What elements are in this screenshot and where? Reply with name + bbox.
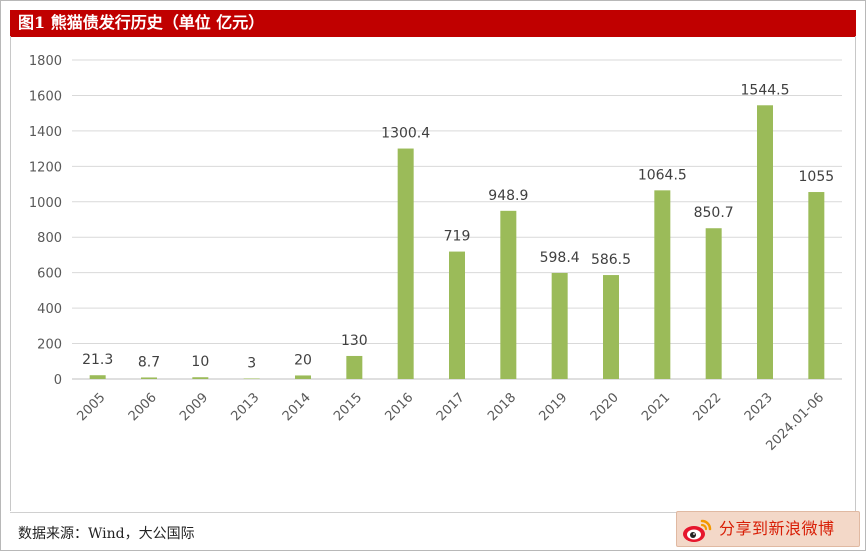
data-label: 598.4 [540,250,580,266]
x-tick-label: 2015 [331,390,365,424]
y-tick-label: 600 [37,267,62,282]
x-tick-label: 2014 [280,390,314,424]
bar [243,378,260,379]
y-tick-label: 0 [54,373,62,388]
x-tick-label: 2009 [177,390,211,424]
data-labels: 21.3 8.7 10 3 20 130 1300.4 719 948.9 598.4 586.5 1… [82,82,834,371]
y-tick-label: 800 [37,231,62,246]
data-label: 1300.4 [381,126,430,142]
data-label: 130 [341,333,368,349]
bar [551,272,568,379]
x-tick-label: 2018 [485,390,519,424]
data-label: 948.9 [488,188,528,204]
bars [89,105,825,380]
x-tick-label: 2020 [588,390,622,424]
x-tick-label: 2021 [639,390,673,424]
bar [603,275,619,379]
data-label: 3 [247,355,256,371]
x-axis-labels: 2005 2006 2009 2013 2014 2015 2016 2017 2018 2019… [74,390,827,454]
y-tick-label: 1000 [29,196,62,211]
x-tick-label: 2023 [742,390,776,424]
bar [449,251,465,379]
left-border [10,36,11,511]
x-tick-label: 2016 [382,390,416,424]
bar [141,377,157,379]
bar-chart: 0 200 400 600 800 1000 1200 1400 1600 1800 21.3 8.… [29,54,842,454]
bar [705,228,722,379]
chart-title-text: 图1 熊猫债发行历史（单位 亿元） [18,13,265,32]
weibo-share-button[interactable]: 分享到新浪微博 [676,511,860,547]
data-label: 719 [444,229,471,245]
bar [654,190,671,379]
chart-title: 图1 熊猫债发行历史（单位 亿元） [10,10,856,36]
right-border [855,36,856,511]
y-tick-label: 1400 [29,125,62,140]
data-label: 10 [191,354,209,370]
title-underline [10,36,856,37]
y-axis-ticks: 0 200 400 600 800 1000 1200 1400 1600 1800 [29,54,62,388]
x-tick-label: 2013 [228,390,262,424]
bar [192,377,209,379]
data-label: 1064.5 [638,167,687,183]
x-tick-label: 2019 [536,390,570,424]
y-tick-label: 1200 [29,160,62,175]
data-label: 20 [294,352,312,368]
x-tick-label: 2006 [126,390,160,424]
y-tick-label: 400 [37,302,62,317]
data-label: 21.3 [82,352,113,368]
y-tick-label: 1600 [29,89,62,104]
data-label: 8.7 [138,354,160,370]
x-tick-label: 2005 [74,390,108,424]
x-tick-label: 2017 [434,390,468,424]
bar [89,375,106,379]
y-tick-label: 200 [37,338,62,353]
data-label: 1544.5 [741,82,790,98]
y-tick-label: 1800 [29,54,62,69]
bar [346,355,363,379]
bar [757,105,773,380]
data-label: 1055 [799,169,835,185]
bar [500,210,517,379]
bar [295,375,311,379]
weibo-icon [683,519,712,542]
bar [397,148,414,379]
data-label: 586.5 [591,252,631,268]
x-tick-label: 2022 [690,390,724,424]
data-label: 850.7 [694,205,734,221]
source-note: 数据来源：Wind，大公国际 [18,526,195,542]
bar [808,192,825,379]
weibo-share-label[interactable]: 分享到新浪微博 [719,519,835,538]
footer-divider [10,512,856,513]
